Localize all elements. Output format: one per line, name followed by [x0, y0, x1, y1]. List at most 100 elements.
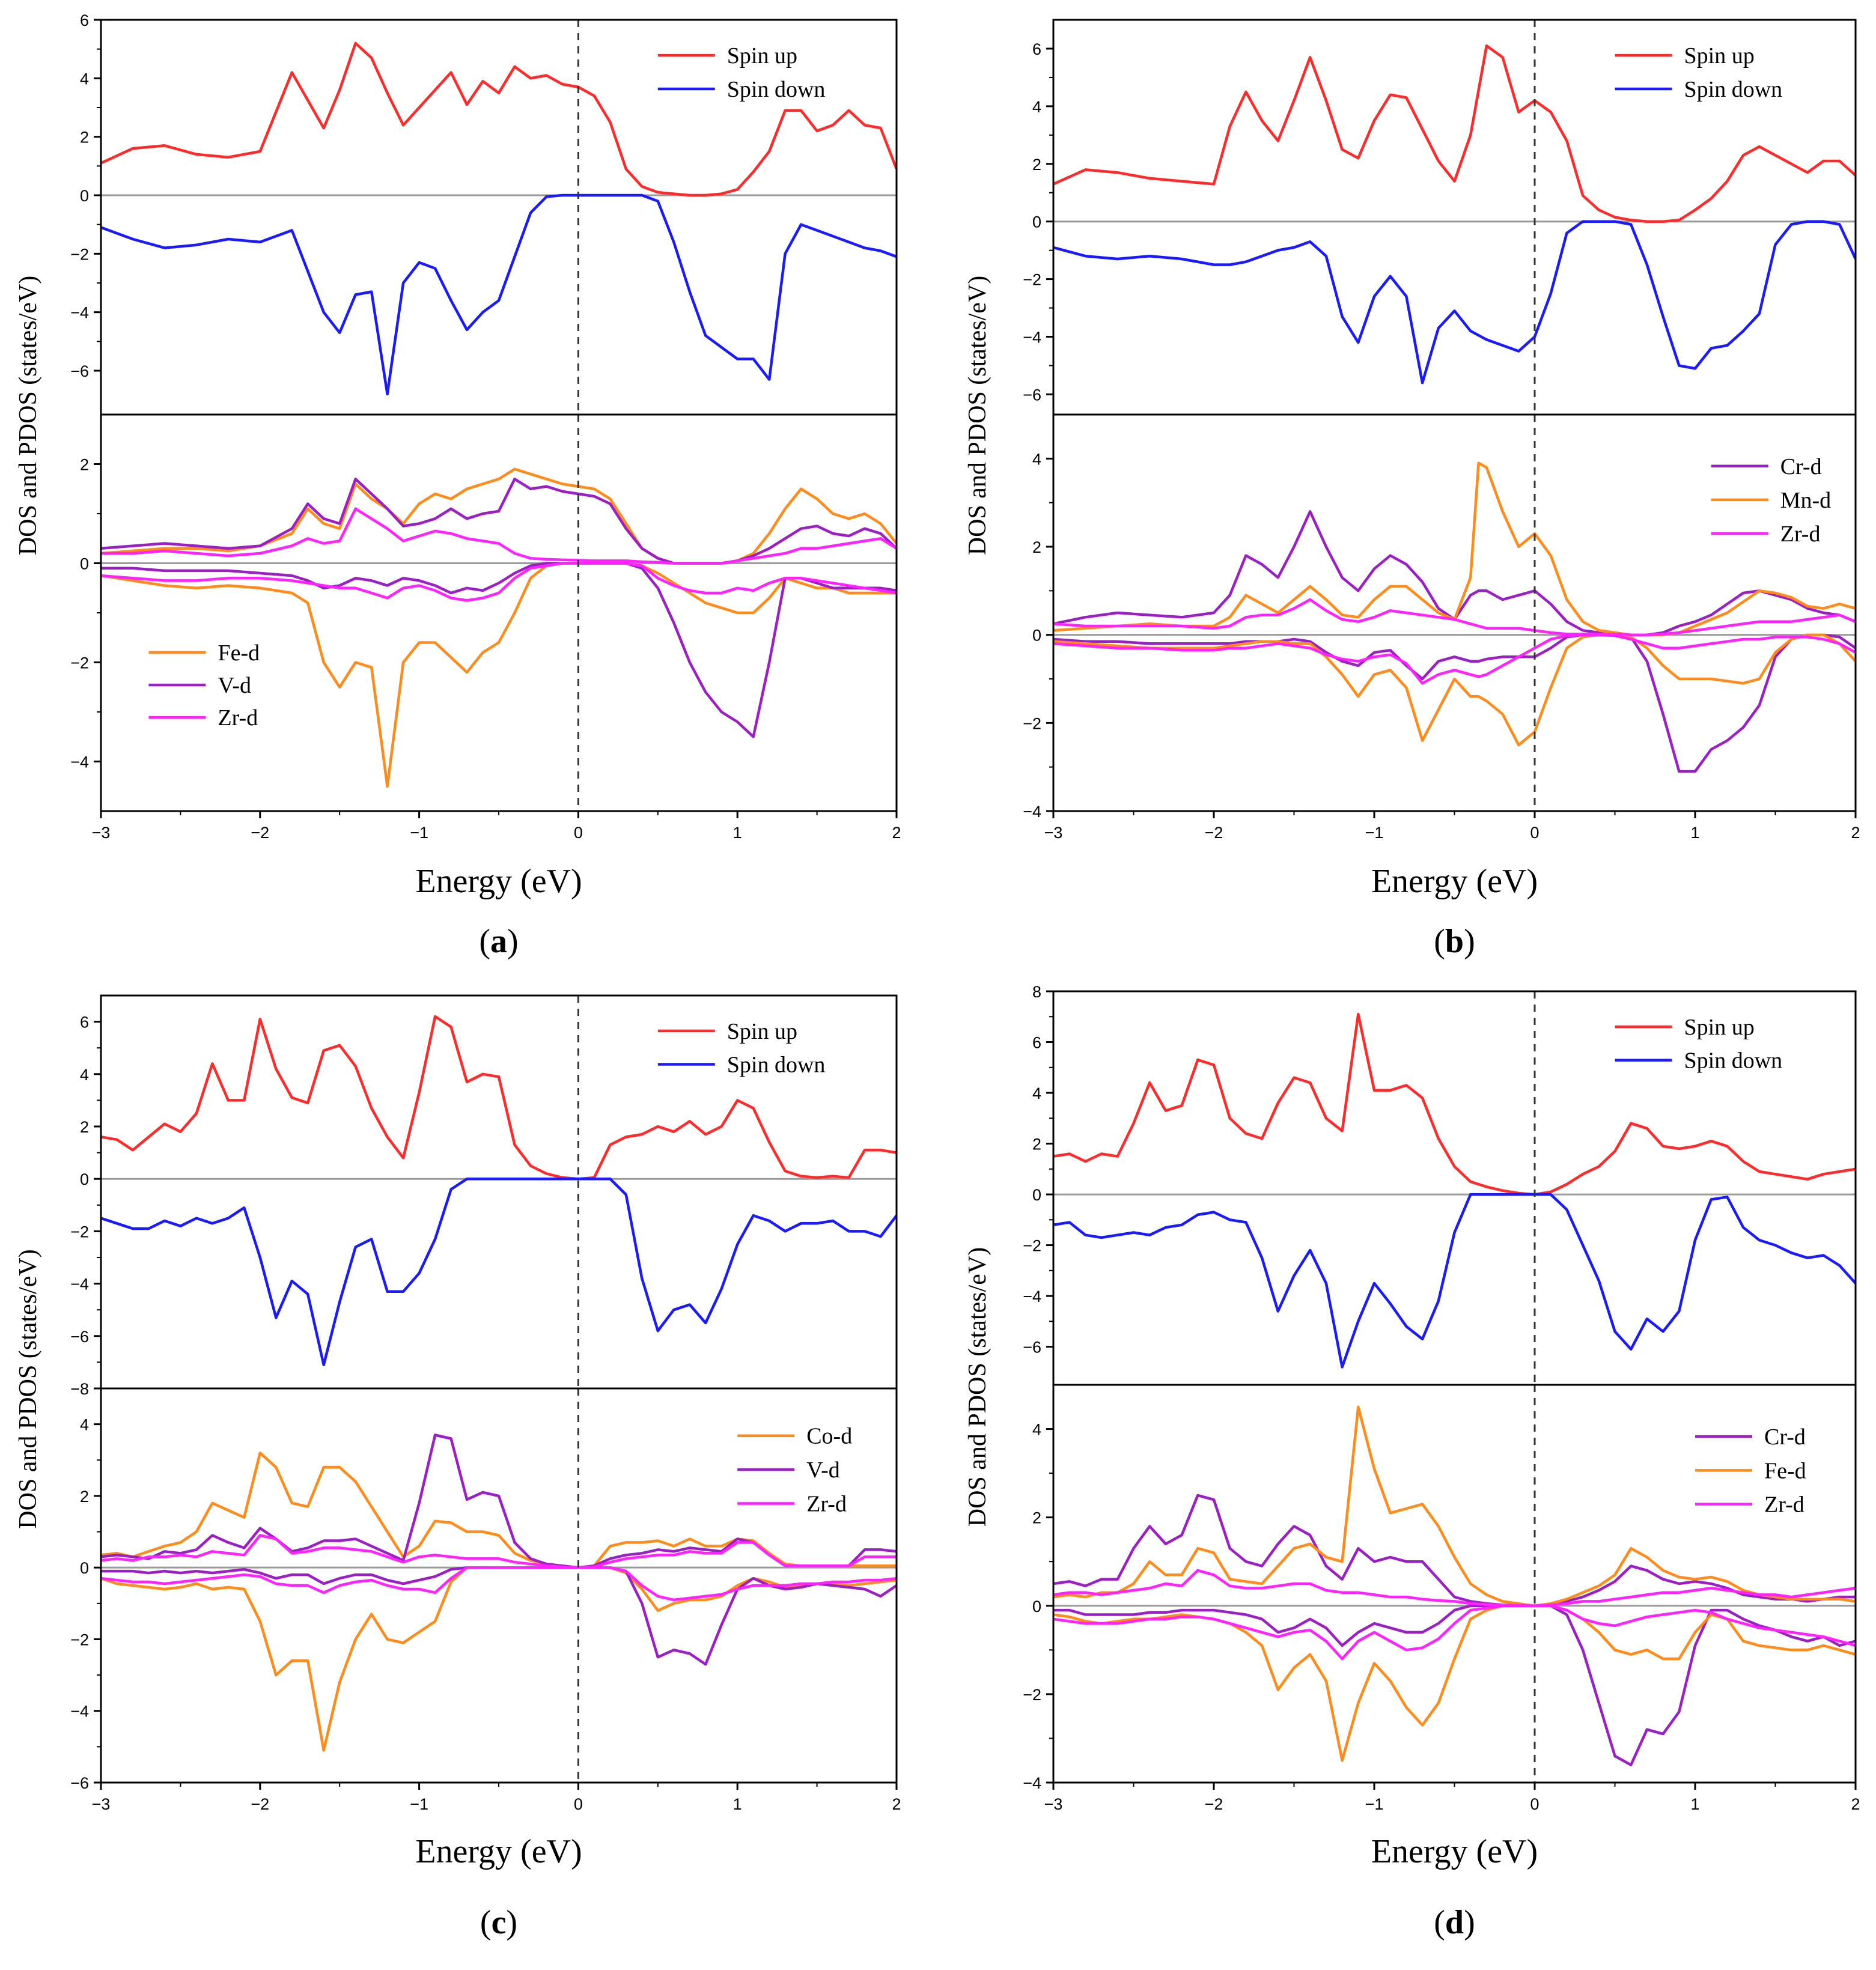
x-tick-label: −3	[1044, 1795, 1063, 1813]
series-line-zr-d-up	[1053, 598, 1856, 636]
y-tick-label: 8	[1032, 983, 1041, 1001]
series-line-spin-up	[101, 1015, 897, 1181]
y-tick-label: 0	[1032, 1598, 1041, 1616]
legend: Spin up Spin down	[657, 43, 826, 102]
y-tick-label: −2	[1023, 1686, 1041, 1704]
x-tick-label: −3	[92, 1795, 111, 1813]
y-axis-title: DOS and PDOS (states/eV)	[14, 276, 42, 555]
y-tick-label: 4	[1032, 1421, 1041, 1439]
partial-dos-plot-d: −4 −2 0 2 4 Cr-d Fe-d Zr-d	[1023, 1385, 1856, 1792]
x-tick-label: 2	[1851, 1795, 1860, 1813]
series-line-fe-d-up	[1053, 1405, 1856, 1608]
legend-label: Spin up	[727, 1019, 797, 1044]
panel-label: (c)	[480, 1904, 517, 1941]
y-tick-label: 4	[80, 70, 89, 88]
series-line-fe-d-down	[1053, 1604, 1856, 1762]
series-line-cr-d-up	[1053, 1494, 1856, 1608]
y-tick-label: 4	[80, 1066, 89, 1084]
series-line-mn-d-down	[1053, 633, 1856, 747]
series-line-v-d-down	[101, 1566, 897, 1666]
y-tick-label: −2	[70, 654, 89, 672]
y-tick-label: 4	[1032, 450, 1041, 468]
y-tick-label: 2	[80, 1488, 89, 1506]
x-tick-label: −1	[410, 824, 428, 842]
partial-dos-plot-a: −4 −2 0 2 Fe-d V-d Zr-d	[70, 415, 897, 811]
total-dos-plot-b: −6 −4 −2 0 2 4 6 Spin up Spin down	[1023, 20, 1856, 415]
x-axis-title: Energy (eV)	[1371, 863, 1538, 900]
x-tick-label: 2	[892, 824, 901, 842]
legend: Cr-d Fe-d Zr-d	[1695, 1424, 1806, 1518]
series-line-zr-d-down	[101, 562, 897, 602]
y-tick-label: 2	[1032, 538, 1041, 556]
x-tick-label: 1	[733, 824, 742, 842]
y-tick-label: 2	[80, 456, 89, 474]
series-line-zr-d-down	[101, 1566, 897, 1602]
y-tick-label: 0	[80, 1559, 89, 1577]
legend: Spin up Spin down	[1615, 1015, 1782, 1074]
series-line-spin-up	[1053, 44, 1856, 223]
y-tick-label: 2	[1032, 156, 1041, 174]
y-tick-label: 6	[1032, 40, 1041, 58]
legend-label: Cr-d	[1764, 1424, 1806, 1450]
legend-label: Fe-d	[218, 640, 260, 666]
partial-dos-plot-c: −6 −4 −2 0 2 4 Co-d V-d Zr-d	[70, 1388, 897, 1792]
legend-label: Zr-d	[1764, 1492, 1804, 1518]
y-tick-label: 6	[1032, 1034, 1041, 1052]
legend-label: Spin up	[1684, 43, 1755, 68]
total-dos-plot-c: −8 −6 −4 −2 0 2 4 6 Spin up Spin down	[70, 996, 897, 1398]
legend: Cr-d Mn-d Zr-d	[1711, 454, 1831, 547]
y-tick-label: 2	[80, 129, 89, 147]
x-tick-label: −2	[1205, 824, 1223, 842]
x-tick-label: 0	[574, 1795, 583, 1813]
y-tick-label: −2	[1023, 271, 1041, 289]
x-tick-label: 0	[574, 824, 583, 842]
legend-label: Fe-d	[1764, 1458, 1806, 1483]
y-tick-label: 2	[1032, 1509, 1041, 1527]
panel-d: −6 −4 −2 0 2 4 6 8 Spin up Spin down −4 −2 0 2 4 Cr-d Fe…	[964, 983, 1860, 1941]
x-tick-label: 0	[1530, 1795, 1539, 1813]
y-tick-label: 4	[1032, 98, 1041, 116]
y-tick-label: 4	[1032, 1084, 1041, 1102]
panel-label: (a)	[479, 923, 518, 960]
series-line-spin-down	[1053, 1193, 1856, 1369]
y-tick-label: −4	[1023, 1774, 1041, 1792]
y-tick-label: 0	[80, 1170, 89, 1188]
legend-label: Spin up	[1684, 1015, 1755, 1040]
x-tick-label: 1	[1690, 824, 1699, 842]
y-tick-label: 0	[80, 555, 89, 573]
y-tick-label: −2	[70, 1223, 89, 1241]
series-line-cr-d-down	[1053, 1604, 1856, 1766]
y-tick-label: −4	[70, 304, 89, 322]
series-line-spin-up	[101, 41, 897, 197]
plot-frame	[1052, 990, 1857, 1784]
legend-label: Mn-d	[1780, 488, 1831, 513]
legend-label: Zr-d	[218, 705, 258, 731]
y-tick-label: 0	[1032, 627, 1041, 645]
legend: Fe-d V-d Zr-d	[148, 640, 260, 731]
series-line-v-d-up	[101, 1433, 897, 1569]
y-tick-label: −4	[70, 1275, 89, 1294]
legend-label: Spin down	[727, 1052, 826, 1077]
y-tick-label: 2	[1032, 1135, 1041, 1154]
series-line-zr-d-down	[1053, 1604, 1856, 1661]
x-tick-label: 2	[892, 1795, 901, 1813]
y-tick-label: 2	[80, 1118, 89, 1136]
total-dos-plot-d: −6 −4 −2 0 2 4 6 8 Spin up Spin down	[1023, 983, 1856, 1385]
y-tick-label: −4	[1023, 1287, 1041, 1306]
x-tick-label: 1	[733, 1795, 742, 1813]
x-axis-title: Energy (eV)	[415, 863, 582, 900]
legend-label: Zr-d	[806, 1492, 847, 1517]
y-tick-label: −2	[1023, 714, 1041, 732]
x-tick-label: 2	[1851, 824, 1860, 842]
y-tick-label: 6	[80, 11, 89, 29]
series-line-cr-d-down	[1053, 633, 1856, 773]
legend-label: Co-d	[806, 1424, 852, 1449]
y-axis-title: DOS and PDOS (states/eV)	[14, 1249, 42, 1528]
series-line-zr-d-up	[101, 507, 897, 565]
y-tick-label: −6	[1023, 386, 1041, 404]
total-dos-plot-a: −6 −4 −2 0 2 4 6 Spin up Spin down	[70, 11, 897, 415]
y-tick-label: −2	[70, 1631, 89, 1649]
x-tick-label: 1	[1690, 1795, 1699, 1813]
y-axis-title: DOS and PDOS (states/eV)	[964, 276, 991, 555]
legend-label: Spin down	[727, 77, 826, 102]
